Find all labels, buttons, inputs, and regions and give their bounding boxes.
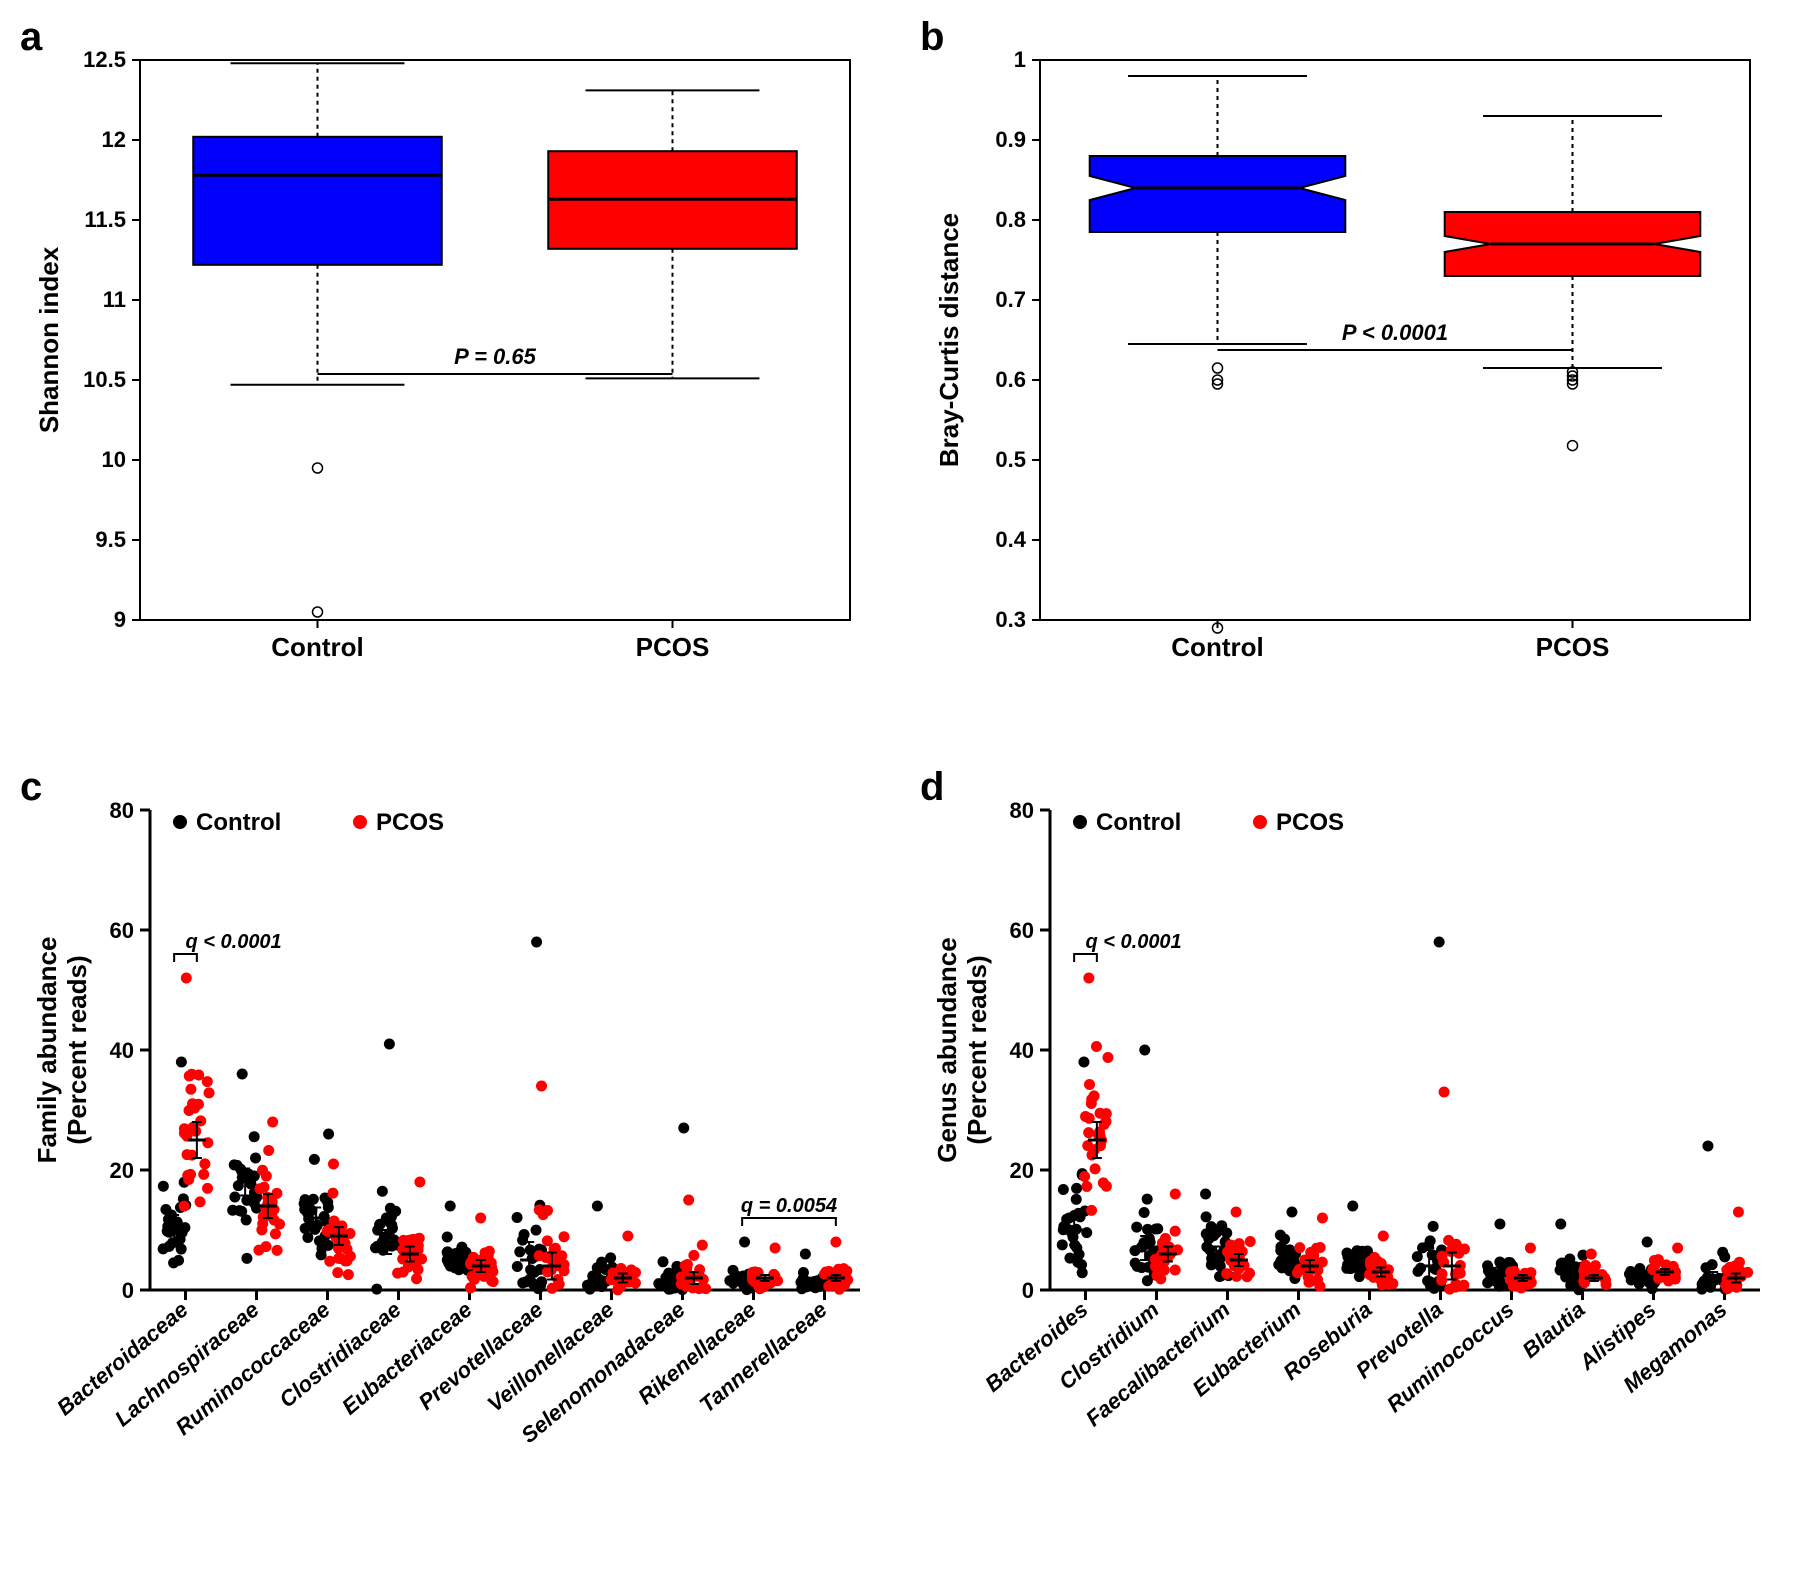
boxplot-b: 0.3 0.4 0.5 0.6 0.7 0.8 0.9 1 Bray-Curtis distan… bbox=[920, 20, 1780, 700]
svg-text:11.5: 11.5 bbox=[84, 207, 126, 232]
svg-text:Control: Control bbox=[1171, 632, 1263, 662]
svg-text:20: 20 bbox=[110, 1158, 134, 1183]
svg-text:0.6: 0.6 bbox=[995, 367, 1026, 392]
svg-text:P < 0.0001: P < 0.0001 bbox=[1342, 320, 1448, 345]
svg-text:Control: Control bbox=[271, 632, 363, 662]
svg-text:Prevotellaceae: Prevotellaceae bbox=[414, 1297, 548, 1415]
svg-text:60: 60 bbox=[110, 918, 134, 943]
svg-text:12.5: 12.5 bbox=[83, 47, 126, 72]
svg-text:Eubacteriaceae: Eubacteriaceae bbox=[337, 1297, 477, 1420]
svg-text:Bray-Curtis distance: Bray-Curtis distance bbox=[934, 213, 964, 467]
svg-text:PCOS: PCOS bbox=[1536, 632, 1610, 662]
panel-b: b 0.30.40.50.60.70.80.91Bray-Curtis dist… bbox=[920, 20, 1780, 730]
svg-text:q < 0.0001: q < 0.0001 bbox=[186, 931, 282, 953]
panel-d: d 020406080Genus abundance(Percent reads… bbox=[920, 770, 1780, 1552]
svg-text:40: 40 bbox=[110, 1038, 134, 1063]
panel-c: c 020406080Family abundance(Percent read… bbox=[20, 770, 880, 1552]
panel-label-d: d bbox=[920, 765, 944, 810]
svg-text:PCOS: PCOS bbox=[1276, 809, 1344, 836]
svg-text:0.7: 0.7 bbox=[995, 287, 1026, 312]
svg-text:11: 11 bbox=[103, 287, 126, 312]
svg-text:q < 0.0001: q < 0.0001 bbox=[1086, 931, 1182, 953]
svg-text:Shannon index: Shannon index bbox=[34, 246, 64, 433]
svg-text:PCOS: PCOS bbox=[636, 632, 710, 662]
svg-text:1: 1 bbox=[1014, 47, 1026, 72]
svg-text:Family abundance: Family abundance bbox=[32, 937, 62, 1164]
svg-text:20: 20 bbox=[1010, 1158, 1034, 1183]
svg-text:60: 60 bbox=[1010, 918, 1034, 943]
svg-text:0.9: 0.9 bbox=[995, 127, 1026, 152]
svg-text:Clostridiaceae: Clostridiaceae bbox=[274, 1297, 405, 1413]
panel-label-a: a bbox=[20, 15, 42, 60]
svg-text:(Percent reads): (Percent reads) bbox=[62, 956, 92, 1145]
svg-text:9: 9 bbox=[114, 607, 126, 632]
svg-text:12: 12 bbox=[102, 127, 126, 152]
svg-text:(Percent reads): (Percent reads) bbox=[962, 956, 992, 1145]
svg-text:10: 10 bbox=[102, 447, 126, 472]
svg-text:PCOS: PCOS bbox=[376, 809, 444, 836]
svg-text:0: 0 bbox=[122, 1278, 134, 1303]
svg-text:Tannerellaceae: Tannerellaceae bbox=[694, 1297, 831, 1418]
panel-label-c: c bbox=[20, 765, 42, 810]
scatter-c: 0 20 40 60 80 Family abundance(Percent reads)… bbox=[20, 770, 880, 1550]
svg-text:80: 80 bbox=[110, 798, 134, 823]
scatter-d: 0 20 40 60 80 Genus abundance(Percent reads) C… bbox=[920, 770, 1780, 1550]
svg-text:Control: Control bbox=[196, 809, 281, 836]
svg-text:9.5: 9.5 bbox=[95, 527, 126, 552]
panel-label-b: b bbox=[920, 15, 944, 60]
svg-text:0: 0 bbox=[1022, 1278, 1034, 1303]
svg-text:0.8: 0.8 bbox=[995, 207, 1026, 232]
svg-text:0.5: 0.5 bbox=[995, 447, 1026, 472]
svg-text:Genus abundance: Genus abundance bbox=[932, 938, 962, 1163]
svg-text:0.3: 0.3 bbox=[995, 607, 1026, 632]
svg-text:0.4: 0.4 bbox=[995, 527, 1026, 552]
boxplot-a: 9 9.5 10 10.5 11 11.5 12 12.5 Shannon index Contr… bbox=[20, 20, 880, 700]
svg-text:Control: Control bbox=[1096, 809, 1181, 836]
svg-text:P = 0.65: P = 0.65 bbox=[454, 344, 537, 369]
svg-text:40: 40 bbox=[1010, 1038, 1034, 1063]
panel-a: a 99.51010.51111.51212.5Shannon indexCon… bbox=[20, 20, 880, 730]
svg-text:Ruminococcus: Ruminococcus bbox=[1382, 1297, 1519, 1418]
svg-text:10.5: 10.5 bbox=[83, 367, 126, 392]
svg-text:q = 0.0054: q = 0.0054 bbox=[741, 1195, 837, 1217]
svg-text:80: 80 bbox=[1010, 798, 1034, 823]
